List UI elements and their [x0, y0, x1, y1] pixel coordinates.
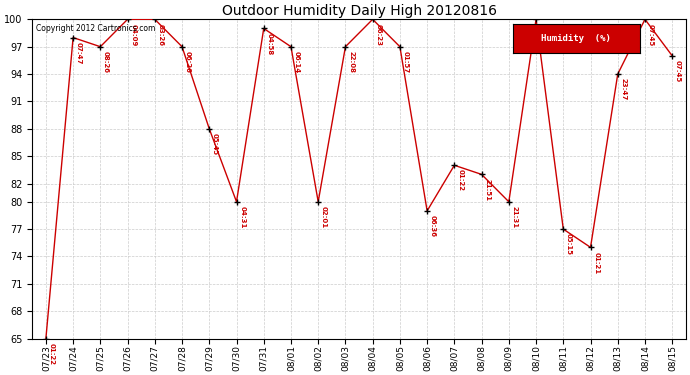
- Text: 23:47: 23:47: [620, 78, 627, 101]
- Text: 01:22: 01:22: [49, 343, 55, 365]
- Text: 06:23: 06:23: [375, 24, 382, 45]
- Text: 03:26: 03:26: [157, 24, 164, 45]
- Text: Copyright 2012 Cartronics.com: Copyright 2012 Cartronics.com: [35, 24, 155, 33]
- Text: 02:01: 02:01: [321, 206, 327, 228]
- Text: 04:09: 04:09: [130, 24, 137, 46]
- Text: 01:57: 01:57: [403, 51, 408, 73]
- Text: 22:08: 22:08: [348, 51, 354, 73]
- Text: 08:26: 08:26: [103, 51, 109, 73]
- Text: 21:31: 21:31: [511, 206, 518, 228]
- Text: 00:00: 00:00: [539, 24, 545, 46]
- Title: Outdoor Humidity Daily High 20120816: Outdoor Humidity Daily High 20120816: [221, 4, 497, 18]
- Text: 04:58: 04:58: [266, 33, 273, 55]
- Text: 04:31: 04:31: [239, 206, 245, 228]
- Text: 07:47: 07:47: [76, 42, 82, 64]
- Text: 06:26: 06:26: [185, 51, 191, 73]
- Text: 21:51: 21:51: [484, 178, 491, 201]
- Text: 06:14: 06:14: [294, 51, 299, 73]
- Text: 05:45: 05:45: [212, 133, 218, 155]
- Text: 07:45: 07:45: [648, 24, 653, 46]
- Text: 01:22: 01:22: [457, 170, 463, 192]
- Text: 07:45: 07:45: [675, 60, 681, 82]
- Text: 01:21: 01:21: [593, 252, 600, 274]
- Text: 06:36: 06:36: [430, 215, 436, 237]
- Text: 05:15: 05:15: [566, 233, 572, 255]
